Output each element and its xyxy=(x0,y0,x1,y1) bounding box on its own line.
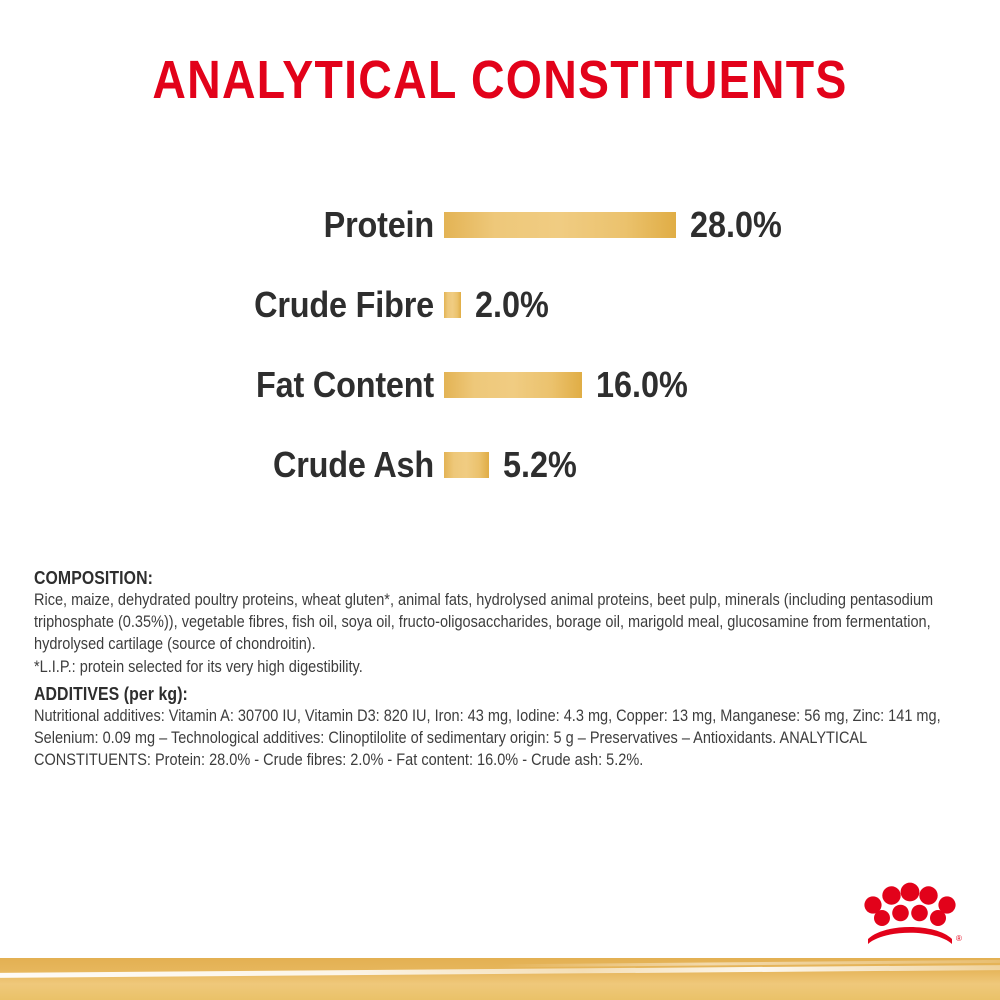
bar-track-crude-fibre xyxy=(444,292,461,318)
bar-label-crude-fibre: Crude Fibre xyxy=(254,284,434,325)
registered-trademark-mark: ® xyxy=(956,934,962,943)
bar-fill-fat-content xyxy=(444,372,582,398)
page-title: ANALYTICAL CONSTITUENTS xyxy=(152,50,848,110)
footer-gold-band xyxy=(0,958,1000,1000)
bar-fill-crude-fibre xyxy=(444,292,461,318)
chart-row-crude-fibre: Crude Fibre 2.0% xyxy=(0,265,1000,345)
composition-heading: COMPOSITION: xyxy=(34,568,153,588)
bar-value-crude-fibre: 2.0% xyxy=(475,284,549,325)
ingredients-text-block: COMPOSITION: Rice, maize, dehydrated pou… xyxy=(34,566,969,772)
additives-body: Nutritional additives: Vitamin A: 30700 … xyxy=(34,707,941,770)
additives-heading: ADDITIVES (per kg): xyxy=(34,684,188,705)
bar-fill-crude-ash xyxy=(444,452,489,478)
bar-value-fat-content: 16.0% xyxy=(596,364,688,405)
royal-canin-crown-logo: ® xyxy=(858,878,962,948)
bar-label-crude-ash: Crude Ash xyxy=(272,444,434,485)
lip-footnote: *L.I.P.: protein selected for its very h… xyxy=(34,658,363,677)
chart-row-fat-content: Fat Content 16.0% xyxy=(0,345,1000,425)
bar-label-fat-content: Fat Content xyxy=(255,364,434,405)
bar-value-crude-ash: 5.2% xyxy=(503,444,577,485)
analytical-constituents-chart: Protein 28.0% Crude Fibre 2.0% Fat Conte… xyxy=(0,185,1000,505)
bar-track-fat-content xyxy=(444,372,582,398)
bar-track-crude-ash xyxy=(444,452,489,478)
bar-value-protein: 28.0% xyxy=(690,204,782,245)
bar-label-protein: Protein xyxy=(323,204,435,245)
chart-row-crude-ash: Crude Ash 5.2% xyxy=(0,425,1000,505)
composition-body: Rice, maize, dehydrated poultry proteins… xyxy=(34,591,934,654)
crown-icon xyxy=(864,882,956,944)
bar-fill-protein xyxy=(444,212,676,238)
bar-track-protein xyxy=(444,212,676,238)
chart-row-protein: Protein 28.0% xyxy=(0,185,1000,265)
